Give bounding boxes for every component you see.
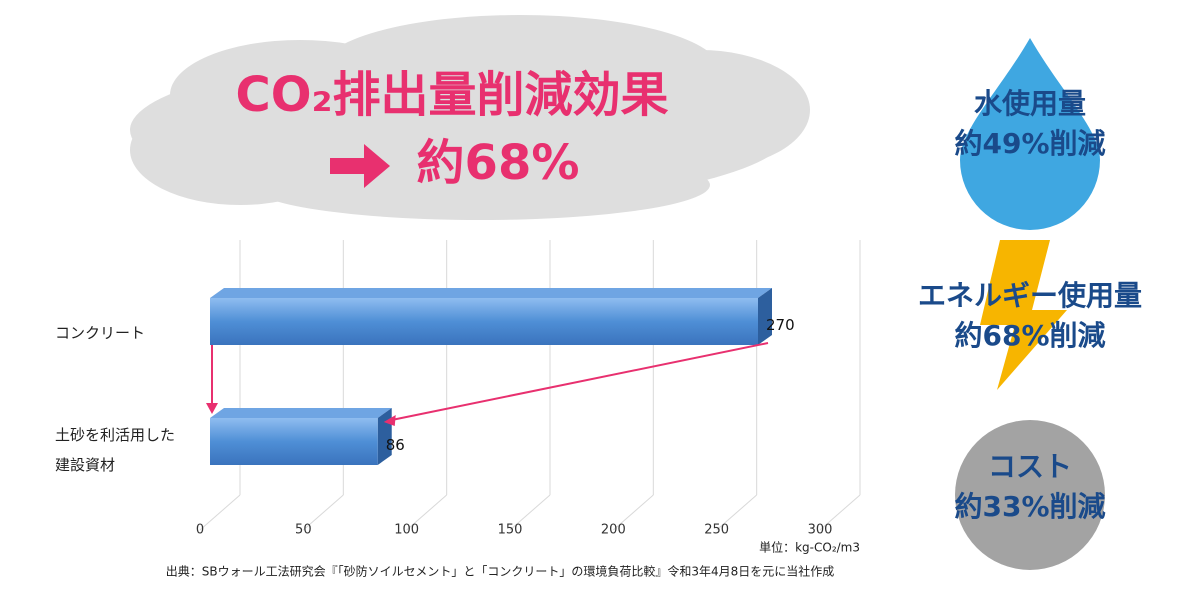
headline-value: 約68% (417, 135, 580, 191)
bar (210, 288, 772, 345)
value-label: 270 (766, 316, 795, 334)
arrow (391, 342, 769, 421)
effect-value: 約68%削減 (954, 319, 1105, 352)
effect-label: エネルギー使用量 (918, 279, 1142, 312)
x-tick-label: 100 (394, 523, 419, 538)
x-tick-label: 200 (601, 523, 626, 538)
grid-line (303, 494, 344, 531)
grid-line (509, 494, 551, 531)
grid-line (819, 494, 861, 531)
category-label: コンクリート (55, 324, 146, 342)
grid-line (406, 494, 447, 531)
cost-circle (955, 420, 1105, 570)
lightning (980, 240, 1067, 390)
value-label: 86 (386, 436, 405, 454)
headline-title: CO₂排出量削減効果 (235, 67, 668, 123)
effect-label: 水使用量 (974, 87, 1086, 120)
grid-line (199, 494, 241, 531)
arrow-head (383, 415, 396, 426)
grid-line (716, 494, 757, 531)
cloud (130, 15, 810, 220)
category-label: 土砂を利活用した建設資材 (55, 426, 176, 474)
effect-label: コスト (988, 450, 1072, 483)
bar (210, 408, 392, 465)
grid-line (613, 494, 654, 531)
source: 出典：SBウォール工法研究会『「砂防ソイルセメント」と「コンクリート」の環境負荷… (166, 564, 835, 579)
arrow-head (206, 403, 218, 414)
unit: 単位：kg-CO₂/m3 (759, 540, 860, 555)
x-tick-label: 50 (295, 523, 312, 538)
x-tick-label: 0 (196, 523, 204, 538)
arrow-icon (330, 144, 390, 188)
x-tick-label: 150 (498, 523, 523, 538)
x-tick-label: 300 (808, 523, 833, 538)
effect-value: 約33%削減 (954, 490, 1105, 523)
x-tick-label: 250 (704, 523, 729, 538)
water-drop (960, 38, 1100, 230)
effect-value: 約49%削減 (954, 127, 1105, 160)
